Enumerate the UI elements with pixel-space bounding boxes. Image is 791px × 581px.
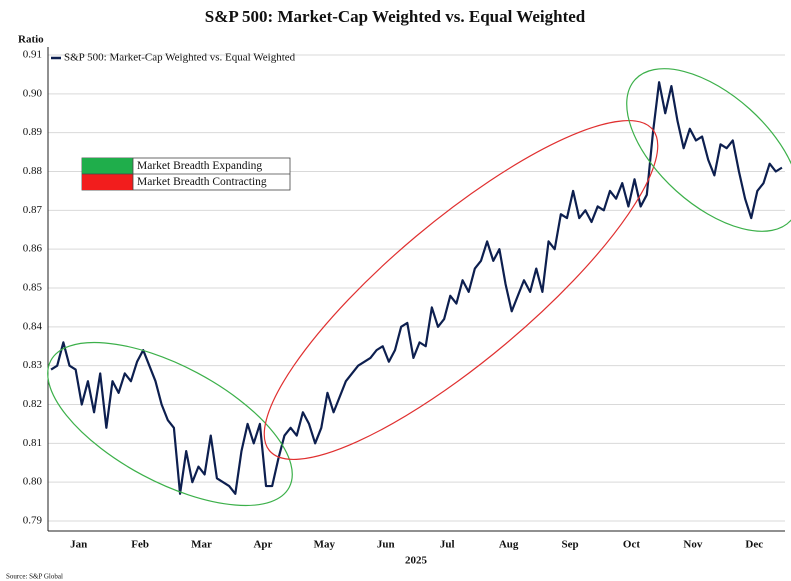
y-tick-label: 0.80 [23,476,43,488]
breadth-legend: Market Breadth Expanding Market Breadth … [81,157,291,191]
x-tick-label: Aug [499,539,519,551]
x-tick-label: May [314,539,336,551]
legend-text: Market Breadth Contracting [137,176,267,188]
data-line [50,81,783,495]
y-tick-label: 0.89 [23,126,43,138]
y-tick-label: 0.79 [23,515,43,527]
plot-area: 0.79 0.80 0.81 0.82 0.83 0.84 0.85 0.86 0.87 0.88… [23,47,785,551]
y-tick-label: 0.81 [23,437,42,449]
legend-label: S&P 500: Market-Cap Weighted vs. Equal W… [64,52,296,64]
legend-text: Market Breadth Expanding [137,160,262,172]
x-tick-label: Nov [683,539,702,551]
x-tick-label: Jul [440,539,455,551]
highlight-ellipse [47,341,293,507]
y-tick-label: 0.85 [23,282,43,294]
y-tick-label: 0.84 [23,320,43,332]
chart-title: S&P 500: Market-Cap Weighted vs. Equal W… [205,7,586,26]
legend-swatch [82,158,133,174]
x-tick-label: Mar [191,539,212,551]
x-tick-label: Dec [745,539,763,551]
y-tick-label: 0.87 [23,204,43,216]
x-tick-label: Oct [623,539,640,551]
y-tick-label: 0.82 [23,398,42,410]
y-tick-label: 0.88 [23,165,43,177]
x-tick-label: Feb [131,539,149,551]
y-tick-label: 0.83 [23,359,43,371]
x-tick-label: Jun [377,539,395,551]
y-axis-label: Ratio [18,34,44,46]
legend-swatch [82,174,133,190]
x-tick-label: Jan [70,539,87,551]
y-tick-label: 0.91 [23,49,42,61]
source: Source: S&P Global [6,573,63,581]
highlight-ellipse [263,119,659,461]
x-tick-label: Apr [253,539,272,551]
highlight-ellipse [626,68,791,232]
x-tick-label: Sep [561,539,578,551]
x-axis-label: 2025 [405,555,428,567]
y-tick-label: 0.86 [23,243,43,255]
y-tick-label: 0.90 [23,87,43,99]
